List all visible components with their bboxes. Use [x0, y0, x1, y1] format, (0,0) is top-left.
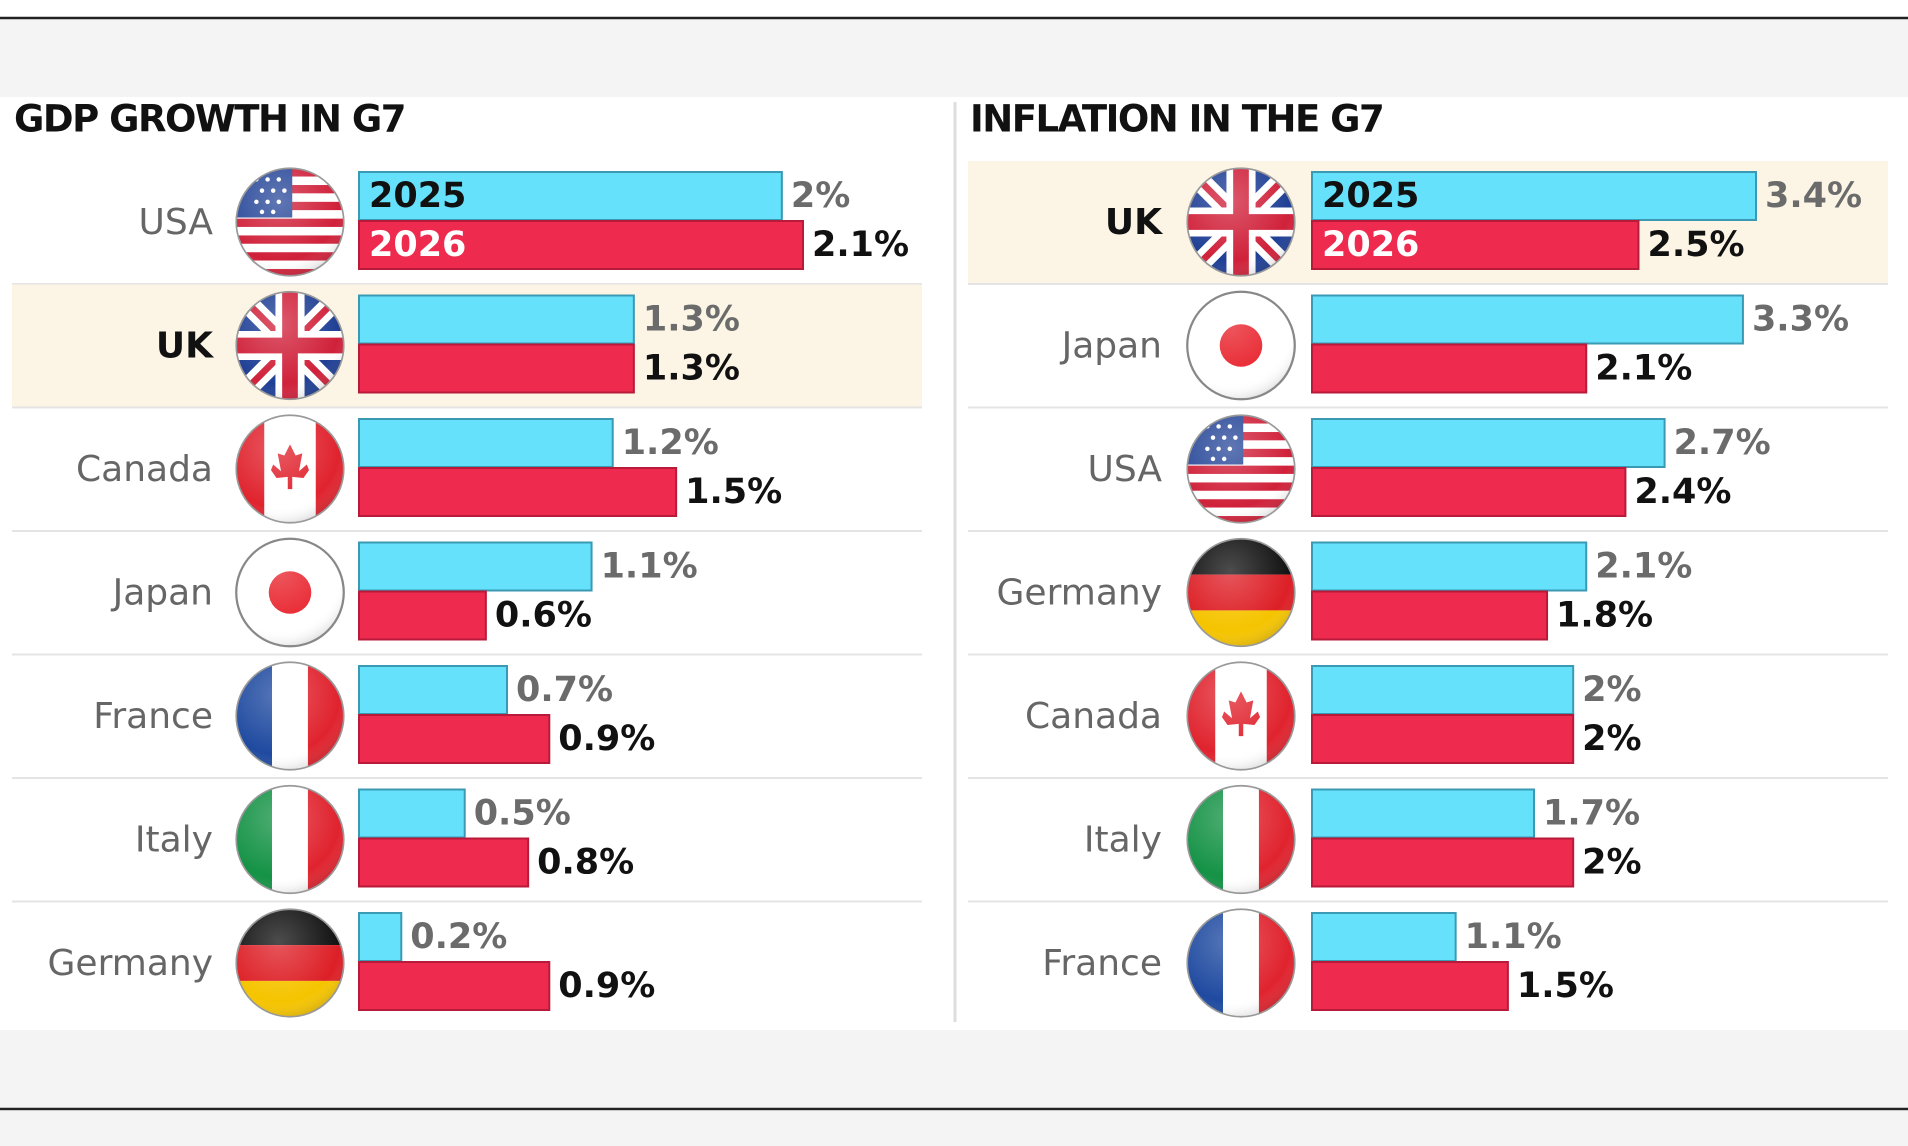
bar: [1311, 590, 1549, 641]
value-label: 1.3%: [643, 349, 740, 389]
category-label: Germany: [48, 943, 213, 984]
bar: [358, 961, 551, 1011]
value-label: 1.7%: [1543, 794, 1640, 834]
value-label: 3.4%: [1765, 176, 1862, 216]
category-label: USA: [1088, 449, 1163, 490]
value-label: 1.2%: [622, 423, 719, 463]
bar: [358, 220, 804, 270]
bar: [1311, 837, 1575, 888]
top-band: [0, 18, 1908, 97]
value-label: 2%: [1582, 843, 1641, 883]
bar: [1311, 714, 1575, 764]
bar: [358, 467, 678, 517]
bar: [358, 171, 783, 221]
value-label: 0.2%: [410, 917, 507, 957]
value-label: 1.1%: [1465, 917, 1562, 957]
value-label: 0.9%: [558, 966, 655, 1006]
bar: [1311, 912, 1457, 962]
value-label: 2%: [1582, 670, 1641, 710]
bar: [1311, 171, 1757, 221]
bar: [358, 418, 614, 468]
legend-label: 2026: [1322, 225, 1419, 265]
category-label: UK: [1105, 202, 1163, 243]
category-label: USA: [139, 202, 214, 243]
value-label: 3.3%: [1752, 300, 1849, 340]
value-label: 0.7%: [516, 670, 613, 710]
value-label: 2%: [1582, 719, 1641, 759]
value-label: 2.7%: [1674, 423, 1771, 463]
legend-label: 2025: [1322, 176, 1419, 216]
legend-label: 2026: [369, 225, 466, 265]
category-label: Italy: [1084, 820, 1162, 861]
category-label: France: [1042, 943, 1162, 984]
category-label: UK: [156, 326, 214, 367]
value-label: 0.5%: [474, 794, 571, 834]
category-label: Italy: [135, 820, 213, 861]
value-label: 2.5%: [1647, 225, 1744, 265]
category-label: France: [93, 696, 213, 737]
bar: [358, 788, 466, 839]
chart-title: GDP GROWTH IN G7: [14, 98, 405, 141]
category-label: Canada: [76, 449, 213, 490]
value-label: 1.5%: [685, 472, 782, 512]
marks: GDP GROWTH IN G7 USA 2% 2025 2.1% 2026 UK 1.3% 1…: [14, 98, 1862, 1011]
value-label: 2%: [791, 176, 850, 216]
value-label: 2.1%: [1595, 349, 1692, 389]
bar: [358, 541, 593, 592]
bottom-band: [0, 1030, 1908, 1108]
bar: [1311, 467, 1627, 517]
bar: [358, 714, 551, 764]
bar: [1311, 961, 1509, 1011]
bar: [358, 837, 530, 888]
value-label: 1.5%: [1517, 966, 1614, 1006]
bar: [1311, 541, 1588, 592]
bar: [358, 343, 635, 394]
category-label: Japan: [111, 573, 213, 614]
value-label: 0.6%: [495, 596, 592, 636]
category-label: Canada: [1025, 696, 1162, 737]
bar: [1311, 665, 1575, 715]
bar: [1311, 343, 1588, 394]
value-label: 1.1%: [601, 547, 698, 587]
value-label: 0.9%: [558, 719, 655, 759]
bar: [1311, 788, 1535, 839]
bar: [1311, 220, 1640, 270]
bar: [1311, 418, 1666, 468]
bar: [358, 294, 635, 345]
value-label: 0.8%: [537, 843, 634, 883]
footer-band: [0, 1111, 1908, 1146]
value-label: 1.8%: [1556, 596, 1653, 636]
value-label: 2.1%: [812, 225, 909, 265]
bar: [358, 590, 487, 641]
bar: [358, 912, 403, 962]
bar: [358, 665, 508, 715]
legend-label: 2025: [369, 176, 466, 216]
chart-title: INFLATION IN THE G7: [970, 98, 1383, 141]
value-label: 2.1%: [1595, 547, 1692, 587]
value-label: 2.4%: [1634, 472, 1731, 512]
value-label: 1.3%: [643, 300, 740, 340]
category-label: Japan: [1060, 326, 1162, 367]
category-label: Germany: [997, 573, 1162, 614]
bar: [1311, 294, 1744, 345]
